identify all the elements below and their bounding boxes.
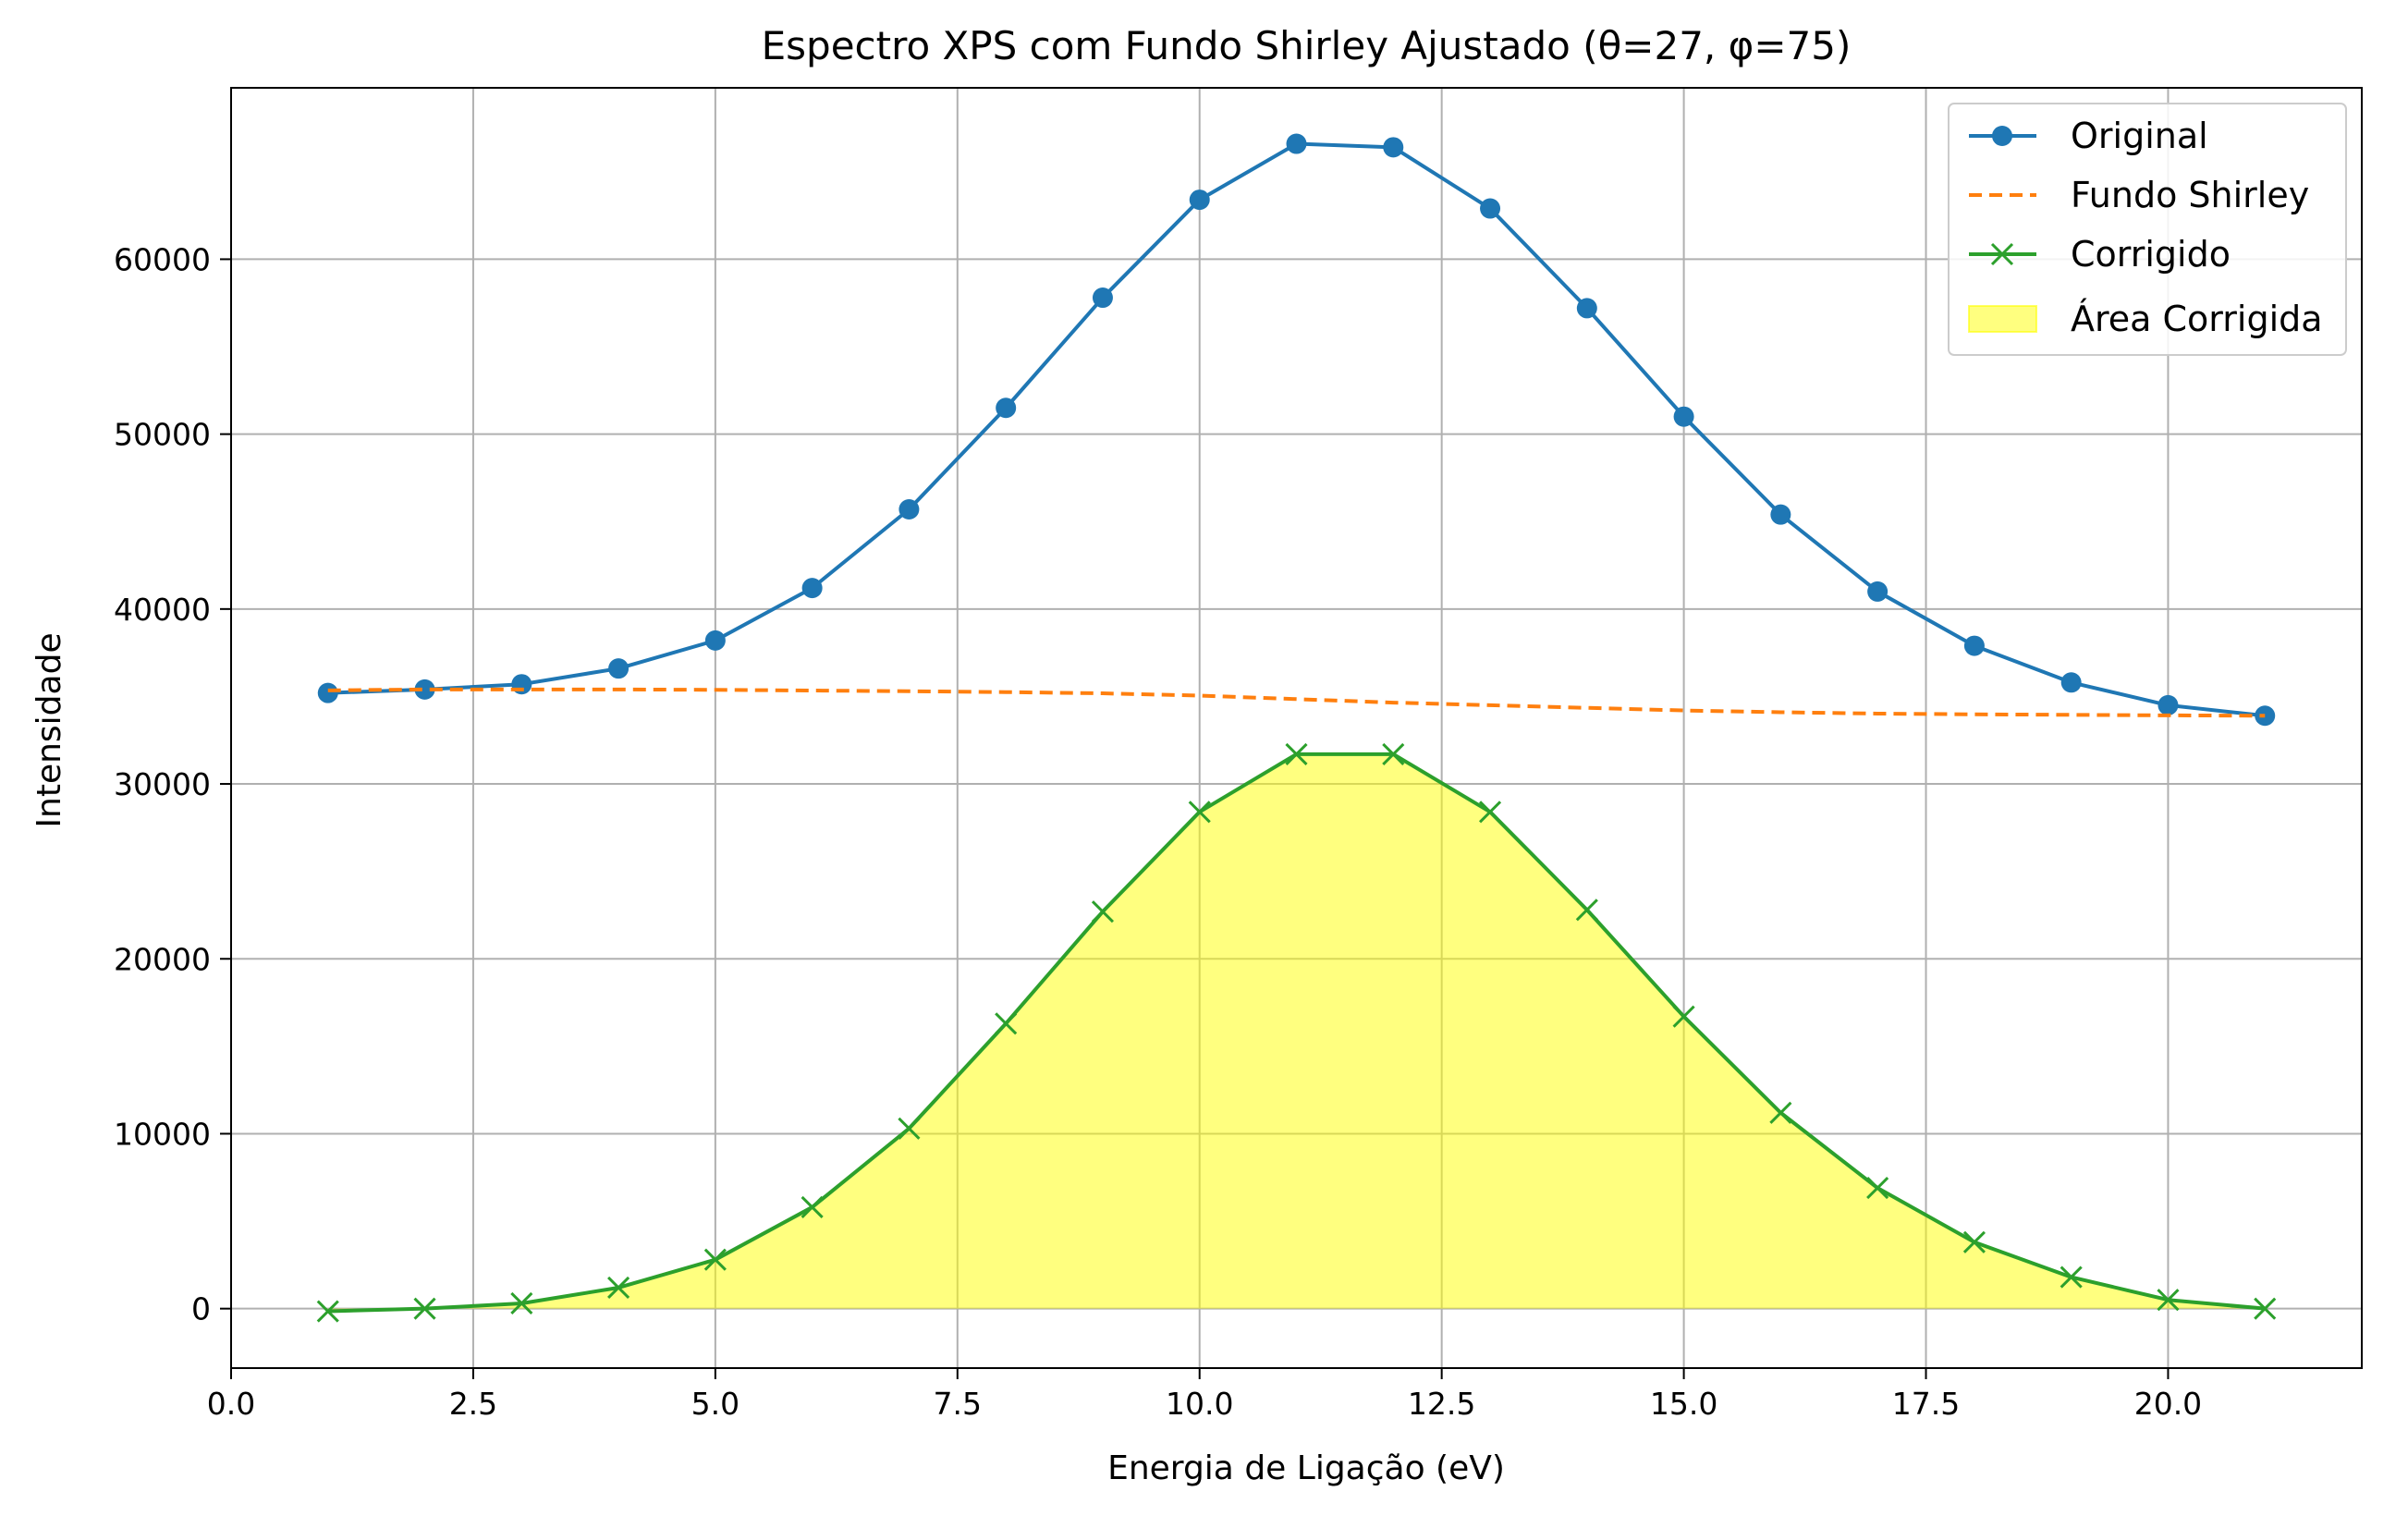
data-point	[1672, 1005, 1695, 1028]
series-layer	[316, 133, 2277, 1323]
data-point	[2060, 672, 2082, 693]
data-point	[995, 1012, 1018, 1035]
data-point	[511, 674, 532, 695]
y-tick-label: 20000	[114, 941, 211, 977]
legend-swatch-marker	[1992, 126, 2012, 146]
data-point	[413, 1297, 436, 1320]
data-point	[1962, 1230, 1986, 1253]
y-tick-label: 40000	[114, 592, 211, 628]
data-point	[1575, 899, 1598, 922]
x-tick-label: 5.0	[691, 1386, 740, 1422]
data-point	[801, 578, 823, 599]
data-point	[1286, 133, 1307, 154]
data-point	[2254, 1297, 2277, 1320]
chart-title: Espectro XPS com Fundo Shirley Ajustado …	[762, 23, 1852, 68]
series-original	[317, 133, 2276, 727]
data-point	[1576, 298, 1597, 319]
legend-box	[1948, 103, 2347, 356]
data-point	[1092, 287, 1113, 309]
data-point	[1189, 190, 1210, 211]
data-point	[704, 630, 726, 651]
series-fundo-shirley	[327, 687, 2266, 718]
x-tick-label: 7.5	[934, 1386, 982, 1422]
legend: Original Fundo Shirley Corrigido Área Corri…	[1948, 103, 2347, 356]
data-point	[1478, 801, 1502, 824]
data-point	[1091, 900, 1115, 923]
corrected-area-fill	[327, 753, 2266, 1312]
data-point	[898, 1117, 921, 1140]
data-point	[2157, 694, 2179, 715]
data-point	[1769, 1101, 1792, 1124]
plot-frame	[230, 87, 2363, 1369]
data-point	[703, 1248, 727, 1271]
axes: 0.0 2.5 5.0 7.5 10.0 12.5 15.0 17.5 20.0 0 10000 20…	[114, 241, 2202, 1422]
legend-swatch-fill	[1968, 305, 2037, 333]
legend-label: Corrigido	[2071, 234, 2231, 275]
data-point	[1673, 406, 1694, 427]
data-point	[1285, 742, 1308, 765]
legend-label: Original	[2071, 116, 2208, 156]
data-point	[2157, 1289, 2180, 1312]
y-axis-label: Intensidade	[31, 632, 68, 827]
data-point	[2060, 1265, 2083, 1289]
data-point	[996, 397, 1017, 419]
data-point	[1770, 504, 1791, 525]
x-tick-label: 12.5	[1408, 1386, 1475, 1422]
y-tick-label: 30000	[114, 766, 211, 802]
y-tick-label: 10000	[114, 1116, 211, 1152]
data-point	[316, 1300, 339, 1323]
legend-swatch-marker	[1990, 242, 2014, 266]
legend-label: Fundo Shirley	[2071, 175, 2309, 215]
x-tick-label: 0.0	[207, 1386, 255, 1422]
x-tick-label: 20.0	[2134, 1386, 2202, 1422]
x-tick-label: 17.5	[1892, 1386, 1960, 1422]
data-point	[1480, 198, 1501, 219]
data-point	[608, 658, 630, 679]
data-point	[510, 1291, 533, 1315]
series-corrigido	[316, 742, 2277, 1323]
x-tick-label: 10.0	[1166, 1386, 1233, 1422]
data-point	[1382, 742, 1405, 765]
corrected-area	[327, 753, 2266, 1312]
data-point	[1866, 1177, 1889, 1200]
series-line	[327, 687, 2266, 718]
x-tick-label: 2.5	[449, 1386, 497, 1422]
data-point	[1383, 137, 1404, 158]
data-point	[801, 1195, 824, 1218]
y-tick-label: 0	[191, 1291, 211, 1327]
x-tick-label: 15.0	[1650, 1386, 1717, 1422]
y-tick-label: 60000	[114, 241, 211, 277]
legend-label: Área Corrigida	[2071, 299, 2323, 339]
data-point	[1188, 801, 1211, 824]
data-point	[898, 498, 920, 520]
data-point	[1963, 635, 1985, 656]
data-point	[414, 679, 435, 700]
data-point	[607, 1276, 630, 1300]
x-axis-label: Energia de Ligação (eV)	[1107, 1449, 1505, 1487]
data-point	[1867, 581, 1889, 602]
y-tick-label: 50000	[114, 417, 211, 453]
data-point	[317, 682, 338, 703]
